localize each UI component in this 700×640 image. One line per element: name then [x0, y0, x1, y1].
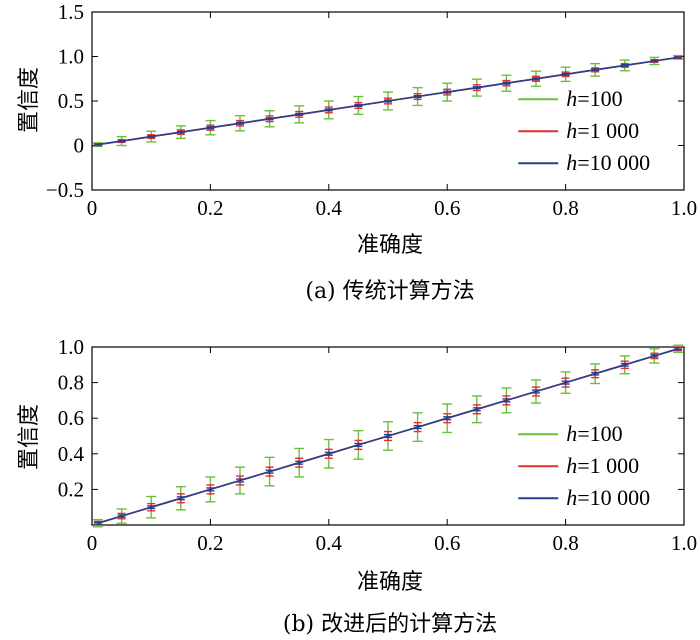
y-tick-label-a-2: 0.5 — [58, 89, 84, 113]
ylabel-a: 置信度 — [17, 67, 42, 133]
x-tick-label-a-4: 0.8 — [552, 196, 578, 220]
x-tick-label-a-5: 1.0 — [671, 196, 697, 220]
x-tick-label-a-0: 0 — [87, 196, 98, 220]
y-tick-label-a-4: 1.5 — [58, 0, 84, 24]
legend-var-a-1: h — [566, 118, 577, 143]
x-tick-label-a-1: 0.2 — [197, 196, 223, 220]
y-tick-label-b-2: 0.6 — [58, 406, 84, 430]
legend-label-b-2: h=10 000 — [566, 485, 650, 510]
x-tick-label-b-3: 0.6 — [434, 531, 460, 555]
y-tick-label-b-4: 1.0 — [58, 335, 84, 359]
caption-b: (b) 改进后的计算方法 — [283, 612, 497, 637]
legend-label-b-0: h=100 — [566, 421, 622, 446]
legend-label-a-1: h=1 000 — [566, 118, 639, 143]
x-tick-label-b-5: 1.0 — [671, 531, 697, 555]
series-line-a-2 — [97, 56, 679, 146]
legend-var-b-2: h — [566, 485, 577, 510]
y-tick-label-b-0: 0.2 — [58, 477, 84, 501]
legend-value-b-0: =100 — [577, 421, 622, 446]
x-tick-label-b-1: 0.2 — [197, 531, 223, 555]
legend-label-b-1: h=1 000 — [566, 453, 639, 478]
legend-label-a-2: h=10 000 — [566, 150, 650, 175]
y-tick-label-b-3: 0.8 — [58, 371, 84, 395]
x-tick-label-a-3: 0.6 — [434, 196, 460, 220]
legend-var-b-1: h — [566, 453, 577, 478]
xlabel-a: 准确度 — [357, 233, 423, 258]
legend-value-a-1: =1 000 — [577, 118, 639, 143]
legend-value-a-2: =10 000 — [577, 150, 650, 175]
legend-label-a-0: h=100 — [566, 86, 622, 111]
x-tick-label-a-2: 0.4 — [316, 196, 343, 220]
legend-value-a-0: =100 — [577, 86, 622, 111]
legend-value-b-1: =1 000 — [577, 453, 639, 478]
ylabel-b: 置信度 — [17, 404, 42, 470]
y-tick-label-a-0: −0.5 — [46, 178, 84, 202]
caption-a: (a) 传统计算方法 — [305, 279, 474, 304]
legend-var-a-2: h — [566, 150, 577, 175]
legend-value-b-2: =10 000 — [577, 485, 650, 510]
y-tick-label-a-1: 0 — [74, 134, 85, 158]
x-tick-label-b-2: 0.4 — [316, 531, 343, 555]
plot-frame-b — [91, 346, 685, 526]
legend-var-a-0: h — [566, 86, 577, 111]
xlabel-b: 准确度 — [357, 570, 423, 595]
y-tick-label-b-1: 0.4 — [58, 442, 85, 466]
chart-panel-b: 置信度 准确度 (b) 改进后的计算方法 0 0.2 0.4 0.6 0.8 1.0 0.2… — [17, 335, 697, 637]
series-line-b-2 — [97, 348, 679, 524]
y-tick-label-a-3: 1.0 — [58, 45, 84, 69]
x-tick-label-b-0: 0 — [87, 531, 98, 555]
chart-panel-a: 置信度 准确度 (a) 传统计算方法 0 0.2 0.4 0.6 0.8 1.0−0.50… — [17, 0, 697, 304]
legend-var-b-0: h — [566, 421, 577, 446]
x-tick-label-b-4: 0.8 — [552, 531, 578, 555]
